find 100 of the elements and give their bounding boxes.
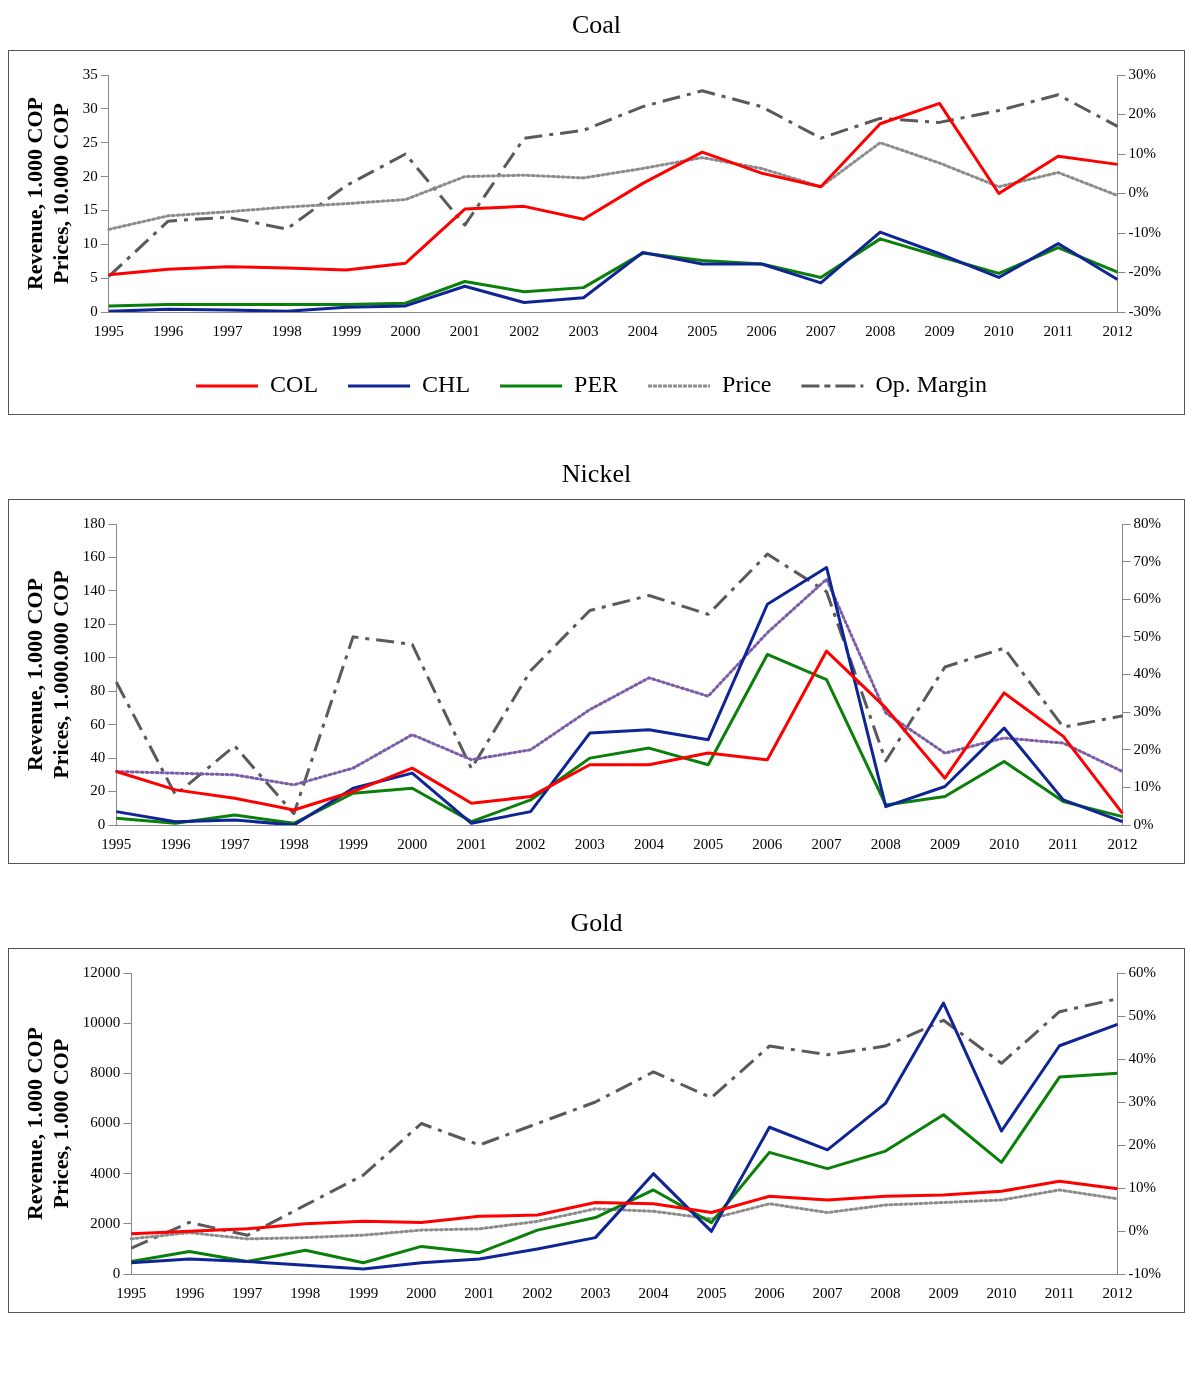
legend-label: PER bbox=[574, 371, 619, 398]
y2-tick-label: 80% bbox=[1133, 514, 1161, 531]
y-tick-label: 0 bbox=[112, 1264, 121, 1281]
y-tick-label: 6000 bbox=[90, 1114, 121, 1131]
x-tick-label: 1996 bbox=[153, 322, 184, 339]
x-tick-label: 2003 bbox=[568, 322, 599, 339]
x-tick-label: 2001 bbox=[449, 322, 480, 339]
y-tick-label: 120 bbox=[82, 615, 106, 632]
x-tick-label: 1995 bbox=[93, 322, 124, 339]
x-tick-label: 2007 bbox=[812, 1284, 843, 1301]
y2-tick-label: 30% bbox=[1128, 1092, 1157, 1109]
y2-tick-label: -10% bbox=[1128, 1264, 1162, 1281]
x-tick-label: 2011 bbox=[1043, 322, 1073, 339]
y2-tick-label: 20% bbox=[1128, 1135, 1157, 1152]
x-tick-label: 2007 bbox=[805, 322, 837, 339]
line-series bbox=[114, 577, 1125, 787]
x-tick-label: 2000 bbox=[406, 1284, 437, 1301]
chart-title: Gold bbox=[569, 907, 624, 939]
x-tick-label: 2011 bbox=[1044, 1284, 1075, 1301]
x-tick-label: 1998 bbox=[271, 322, 302, 339]
y2-tick-label: 70% bbox=[1133, 552, 1161, 569]
y2-tick-label: 10% bbox=[1128, 144, 1157, 161]
x-tick-label: 2008 bbox=[870, 835, 901, 852]
x-tick-label: 2008 bbox=[870, 1284, 901, 1301]
y-tick-label: 5 bbox=[90, 269, 98, 286]
x-tick-label: 2011 bbox=[1048, 835, 1079, 852]
x-tick-label: 1995 bbox=[116, 1284, 147, 1301]
x-tick-label: 1996 bbox=[174, 1284, 205, 1301]
y2-tick-label: 50% bbox=[1133, 627, 1161, 644]
y2-tick-label: -30% bbox=[1128, 302, 1162, 319]
x-tick-label: 1999 bbox=[331, 322, 362, 339]
y-tick-label: 35 bbox=[82, 65, 98, 82]
y-tick-label: 20 bbox=[90, 782, 106, 799]
x-tick-label: 2006 bbox=[746, 322, 777, 339]
x-tick-label: 2010 bbox=[986, 1284, 1017, 1301]
y-axis-title: Revenue, 1.000 COP Prices, 1.000.000 COP bbox=[21, 570, 74, 779]
y2-tick-label: -20% bbox=[1128, 263, 1162, 280]
y-axis-title: Revenue, 1.000 COP Prices, 10.000 COP bbox=[21, 96, 74, 291]
x-tick-label: 1997 bbox=[232, 1284, 263, 1301]
x-tick-label: 2003 bbox=[574, 835, 605, 852]
x-tick-label: 2004 bbox=[634, 835, 665, 852]
x-tick-label: 1996 bbox=[160, 835, 191, 852]
y-tick-label: 30 bbox=[82, 99, 98, 116]
x-tick-label: 2001 bbox=[456, 835, 487, 852]
y-tick-label: 0 bbox=[90, 302, 98, 319]
x-tick-label: 2004 bbox=[627, 322, 659, 339]
x-tick-label: 2002 bbox=[522, 1284, 553, 1301]
x-tick-label: 2002 bbox=[509, 322, 540, 339]
y-tick-label: 0 bbox=[97, 815, 106, 832]
y-tick-label: 80 bbox=[90, 682, 106, 699]
x-tick-label: 2008 bbox=[865, 322, 896, 339]
x-tick-label: 2012 bbox=[1102, 322, 1133, 339]
x-tick-label: 2002 bbox=[515, 835, 546, 852]
x-tick-label: 1997 bbox=[219, 835, 251, 852]
x-tick-label: 2005 bbox=[696, 1284, 727, 1301]
legend-label: Price bbox=[722, 371, 772, 398]
y2-tick-label: 50% bbox=[1128, 1006, 1157, 1023]
y-tick-label: 10 bbox=[82, 235, 98, 252]
x-tick-label: 2003 bbox=[580, 1284, 611, 1301]
x-tick-label: 2000 bbox=[390, 322, 421, 339]
chart-title: Nickel bbox=[560, 458, 633, 490]
y-tick-label: 40 bbox=[90, 749, 106, 766]
y-tick-label: 180 bbox=[82, 514, 106, 531]
x-tick-label: 2012 bbox=[1107, 835, 1138, 852]
y-tick-label: 4000 bbox=[90, 1164, 121, 1181]
y2-tick-label: 10% bbox=[1133, 778, 1161, 795]
legend-label: Op. Margin bbox=[875, 371, 987, 398]
x-tick-label: 2001 bbox=[464, 1284, 495, 1301]
x-tick-label: 2009 bbox=[928, 1284, 959, 1301]
y-tick-label: 140 bbox=[82, 581, 106, 598]
x-tick-label: 1997 bbox=[212, 322, 243, 339]
x-tick-label: 1998 bbox=[278, 835, 309, 852]
x-tick-label: 1998 bbox=[290, 1284, 321, 1301]
y-tick-label: 8000 bbox=[90, 1064, 121, 1081]
x-tick-label: 2009 bbox=[929, 835, 960, 852]
x-tick-label: 2010 bbox=[983, 322, 1014, 339]
x-tick-label: 2005 bbox=[693, 835, 724, 852]
x-tick-label: 1999 bbox=[348, 1284, 379, 1301]
y2-tick-label: 60% bbox=[1128, 963, 1157, 980]
y-tick-label: 20 bbox=[82, 167, 98, 184]
x-tick-label: 2012 bbox=[1102, 1284, 1133, 1301]
y2-tick-label: 10% bbox=[1128, 1178, 1157, 1195]
y-tick-label: 12000 bbox=[82, 963, 121, 980]
legend-label: COL bbox=[270, 371, 319, 398]
y2-tick-label: 30% bbox=[1133, 703, 1161, 720]
x-tick-label: 2009 bbox=[924, 322, 955, 339]
y2-tick-label: 40% bbox=[1133, 665, 1161, 682]
y2-tick-label: 40% bbox=[1128, 1049, 1157, 1066]
x-tick-label: 2004 bbox=[638, 1284, 669, 1301]
y2-tick-label: -10% bbox=[1128, 223, 1162, 240]
y-axis-title: Revenue, 1.000 COP Prices, 1.000 COP bbox=[21, 1026, 74, 1221]
y-tick-label: 2000 bbox=[90, 1214, 121, 1231]
x-tick-label: 2000 bbox=[397, 835, 428, 852]
chart-title: Coal bbox=[570, 9, 623, 41]
x-tick-label: 1995 bbox=[101, 835, 132, 852]
x-tick-label: 2005 bbox=[687, 322, 718, 339]
y2-tick-label: 20% bbox=[1133, 740, 1161, 757]
y2-tick-label: 0% bbox=[1128, 184, 1149, 201]
x-tick-label: 2007 bbox=[811, 835, 843, 852]
x-tick-label: 2006 bbox=[752, 835, 783, 852]
